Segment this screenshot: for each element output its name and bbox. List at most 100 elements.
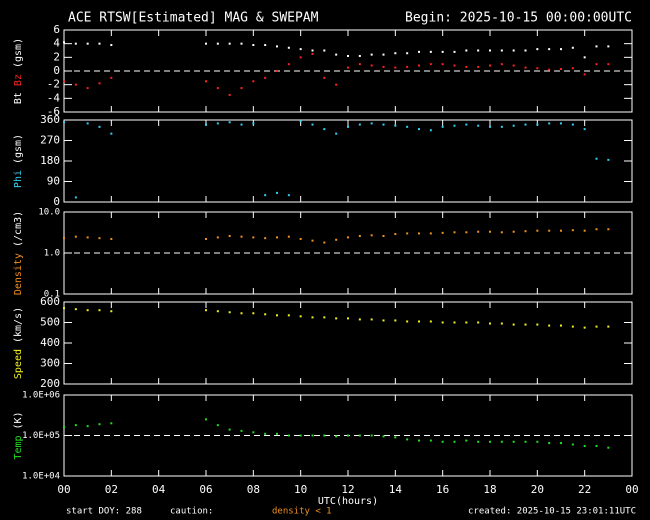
y-tick-label: 0	[53, 64, 60, 77]
data-point	[110, 237, 113, 240]
data-point	[595, 63, 598, 66]
data-point	[335, 317, 338, 320]
y-tick-label: 300	[40, 357, 60, 370]
data-point	[216, 236, 219, 239]
data-point	[571, 46, 574, 49]
data-point	[500, 440, 503, 443]
data-point	[311, 52, 314, 55]
y-tick-label: 10.0	[38, 208, 60, 218]
axis-unit: (K)	[13, 411, 24, 429]
y-tick-label: 270	[40, 134, 60, 147]
series-name: Phi	[13, 170, 24, 188]
data-point	[524, 123, 527, 126]
data-point	[571, 123, 574, 126]
data-point	[394, 66, 397, 69]
data-point	[86, 425, 89, 428]
y-tick-label: 90	[47, 175, 60, 188]
data-point	[311, 434, 314, 437]
data-point	[607, 158, 610, 161]
data-point	[86, 236, 89, 239]
y-tick-label: 1.0	[44, 249, 60, 259]
data-point	[560, 48, 562, 51]
data-point	[240, 123, 243, 126]
y-tick-label: -6	[47, 105, 60, 118]
data-point	[560, 229, 562, 232]
data-point	[429, 129, 432, 132]
data-point	[299, 56, 302, 59]
data-point	[347, 54, 349, 57]
data-point	[595, 45, 598, 48]
data-point	[358, 54, 361, 57]
data-point	[453, 321, 456, 324]
data-point	[489, 440, 491, 443]
data-point	[571, 325, 574, 328]
y-tick-label: 200	[40, 377, 60, 390]
data-point	[607, 446, 610, 449]
data-point	[548, 68, 551, 71]
data-point	[323, 49, 326, 52]
data-point	[276, 70, 278, 72]
data-point	[465, 439, 468, 442]
data-point	[583, 445, 586, 448]
data-point	[453, 50, 456, 53]
data-point	[240, 42, 243, 45]
data-point	[74, 42, 77, 45]
data-point	[323, 76, 326, 79]
x-tick-label: 16	[436, 483, 449, 496]
data-point	[477, 65, 480, 68]
data-point	[489, 49, 491, 52]
data-point	[406, 65, 409, 68]
data-point	[358, 123, 361, 126]
data-point	[63, 80, 65, 83]
data-point	[252, 312, 255, 315]
data-point	[500, 125, 503, 128]
data-point	[595, 445, 598, 448]
axis-unit: (km/s)	[13, 307, 24, 343]
data-point	[477, 440, 480, 443]
x-tick-label: 08	[247, 483, 260, 496]
data-point	[358, 63, 361, 66]
data-point	[382, 234, 385, 237]
x-tick-label: 00	[625, 483, 638, 496]
data-point	[560, 67, 562, 70]
data-point	[583, 128, 586, 131]
data-point	[370, 64, 373, 67]
begin-time: Begin: 2025-10-15 00:00:00UTC	[405, 11, 632, 26]
data-point	[98, 423, 101, 426]
data-point	[205, 80, 207, 83]
data-point	[465, 65, 468, 68]
axis-unit: (/cm3)	[13, 211, 24, 247]
data-point	[429, 320, 432, 323]
data-point	[453, 64, 456, 67]
data-point	[276, 45, 278, 48]
data-point	[264, 194, 267, 197]
data-point	[335, 53, 338, 56]
series-name: Speed	[13, 349, 24, 379]
data-point	[560, 122, 562, 125]
data-point	[358, 434, 361, 437]
data-point	[63, 237, 65, 240]
y-tick-label: -4	[47, 91, 61, 104]
data-point	[252, 44, 255, 47]
panel-frame	[63, 301, 633, 385]
data-point	[252, 80, 255, 83]
data-point	[370, 122, 373, 125]
data-point	[264, 313, 267, 316]
y-axis-label: Speed (km/s)	[13, 307, 24, 379]
data-point	[441, 231, 444, 234]
data-point	[323, 316, 326, 319]
data-point	[465, 123, 468, 126]
data-point	[536, 323, 539, 326]
data-point	[240, 235, 243, 238]
data-point	[299, 120, 302, 123]
data-point	[323, 128, 326, 131]
data-point	[512, 49, 515, 52]
data-point	[335, 132, 338, 135]
data-point	[276, 432, 278, 435]
data-point	[571, 229, 574, 232]
x-tick-label: 18	[483, 483, 496, 496]
y-tick-label: 360	[40, 113, 60, 126]
data-point	[607, 63, 610, 66]
data-point	[465, 321, 468, 324]
